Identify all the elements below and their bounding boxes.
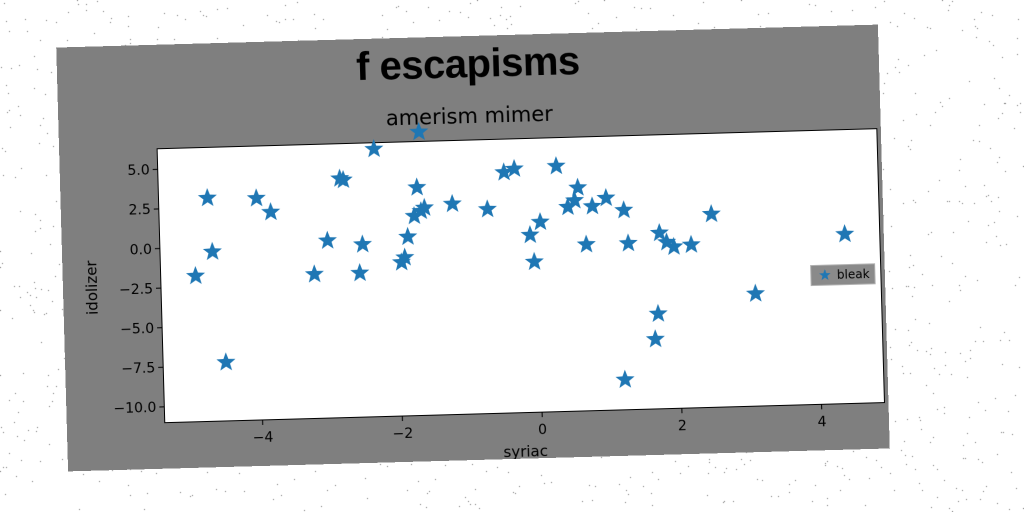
x-tick-label: −2 [392, 426, 413, 443]
data-point-star [246, 188, 266, 207]
data-point-star [186, 266, 206, 285]
data-point-star [409, 121, 429, 141]
legend-star-icon [819, 269, 831, 281]
legend-label: bleak [837, 267, 870, 282]
x-tick-label: 2 [678, 418, 687, 434]
legend-star-marker [819, 269, 831, 281]
data-point-star [701, 204, 721, 223]
y-tick-label: −10.0 [113, 400, 156, 417]
y-tick-label: −2.5 [119, 281, 153, 298]
x-tick-label: 0 [538, 422, 547, 438]
data-point-star [614, 200, 634, 219]
data-point-star [520, 225, 540, 244]
data-point-star [546, 156, 566, 175]
data-point-star [442, 193, 462, 213]
data-point-star [576, 234, 596, 253]
y-tick-label: 0.0 [129, 242, 152, 259]
plot-area [156, 128, 885, 424]
data-point-star [568, 177, 588, 196]
data-point-star [333, 170, 353, 189]
data-point-star [261, 202, 281, 221]
y-axis-ticks: −10.0 −7.5 −5.0 −2.5 0.0 2.5 5.0 [113, 163, 165, 417]
data-point-star [504, 158, 524, 178]
y-axis-label: idolizer [82, 259, 102, 315]
data-point-star [494, 162, 514, 181]
data-point-star [681, 234, 701, 254]
legend-box [810, 263, 876, 287]
data-point-star [664, 236, 684, 256]
scatter-chart: −4 −2 0 2 4 −10.0 −7.5 −5.0 −2.5 0.0 2.5 5.0 syria… [82, 121, 885, 461]
data-point-star [352, 234, 372, 253]
y-tick-label: −5.0 [120, 321, 154, 338]
data-point-star [615, 369, 635, 388]
data-point-star [304, 264, 324, 283]
data-point-star [395, 247, 415, 266]
data-point-star [596, 188, 616, 207]
data-point-star [216, 352, 236, 371]
data-point-star [618, 233, 638, 252]
x-axis-ticks: −4 −2 0 2 4 [253, 404, 827, 447]
y-tick-label: −7.5 [121, 360, 155, 377]
y-tick-label: 5.0 [127, 163, 150, 180]
data-point-star [558, 197, 578, 216]
data-point-star [477, 199, 497, 218]
data-point-star [202, 241, 222, 261]
data-point-star [524, 251, 544, 271]
data-point-star [317, 230, 337, 249]
data-point-star [582, 196, 602, 215]
data-point-star [407, 177, 427, 196]
data-point-star [197, 188, 217, 207]
data-point-star [835, 224, 855, 243]
x-tick-label: 4 [817, 414, 826, 430]
y-tick-label: 2.5 [128, 202, 151, 219]
data-point-star [404, 206, 424, 225]
data-point-star [649, 222, 669, 242]
legend[interactable]: bleak [810, 263, 876, 287]
data-point-star [414, 197, 434, 217]
data-point-star [648, 303, 668, 323]
data-point-star [530, 212, 550, 231]
x-axis-label: syriac [503, 442, 548, 461]
data-point-star [565, 190, 585, 209]
figure-panel: f escapisms amerism mimer −4 −2 0 2 4 −10.0−… [56, 24, 890, 472]
data-point-star [398, 226, 418, 246]
data-point-star [645, 329, 665, 348]
data-point-star [745, 283, 765, 302]
x-tick-label: −4 [253, 430, 274, 447]
data-point-star [364, 139, 384, 158]
data-point-star [350, 263, 370, 282]
series-markers [186, 121, 855, 388]
